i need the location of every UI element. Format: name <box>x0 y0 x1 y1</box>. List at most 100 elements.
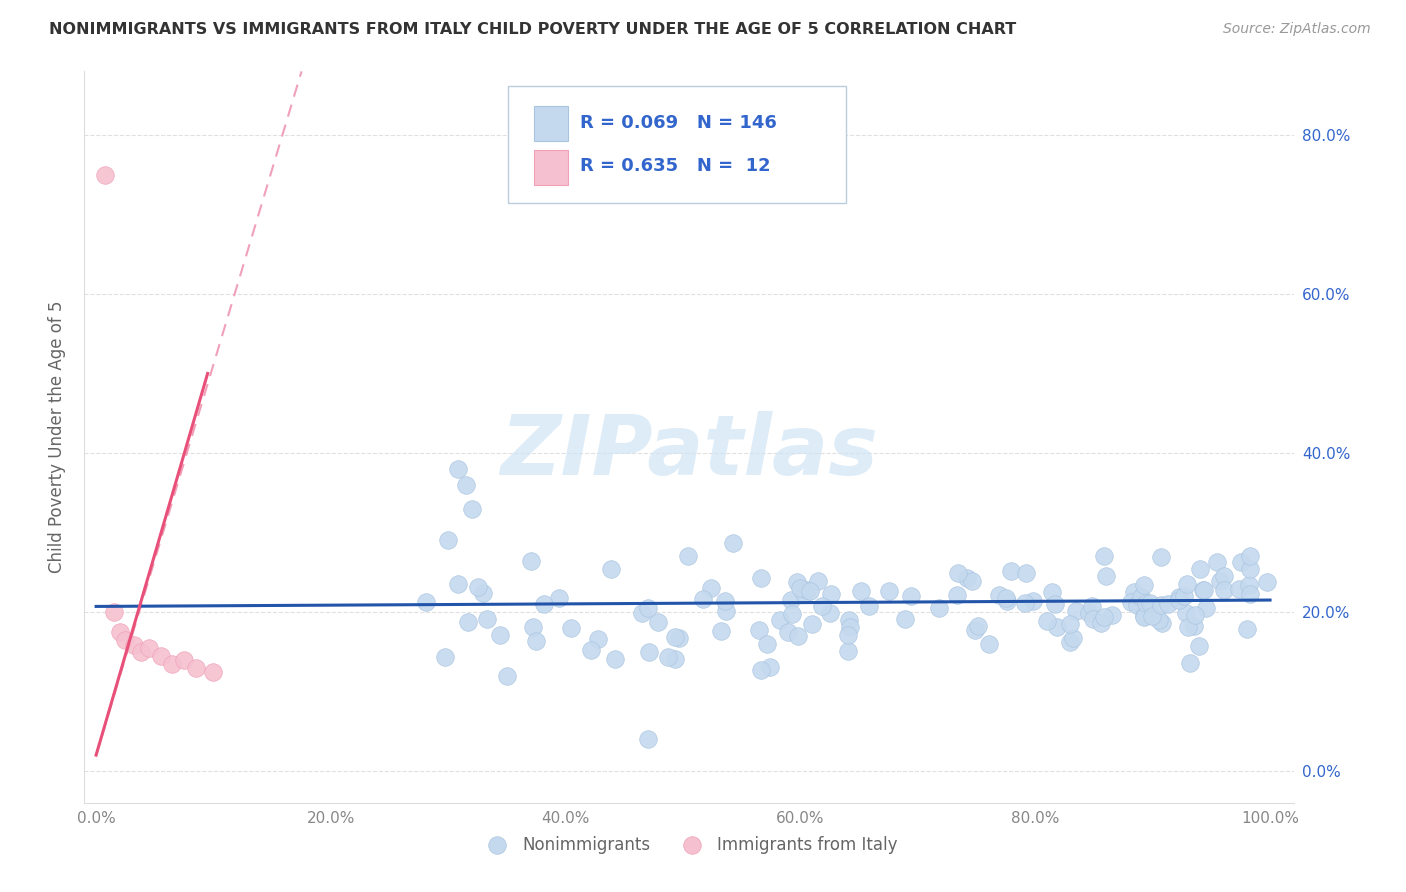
Point <box>1174 606 1197 620</box>
Point <box>1227 582 1250 597</box>
Point <box>1135 596 1157 610</box>
Point <box>162 657 184 671</box>
FancyBboxPatch shape <box>508 86 846 203</box>
Point <box>1237 578 1260 592</box>
Point <box>1150 598 1173 612</box>
Point <box>1133 609 1156 624</box>
Point <box>1059 634 1081 648</box>
Point <box>1157 598 1180 612</box>
Point <box>1125 598 1147 612</box>
Point <box>488 628 510 642</box>
Point <box>786 575 808 590</box>
Point <box>997 594 1019 608</box>
Point <box>1081 611 1104 625</box>
Point <box>748 623 770 637</box>
Point <box>1167 592 1189 607</box>
Point <box>184 660 207 674</box>
Point <box>818 607 841 621</box>
Point <box>894 612 917 626</box>
Point <box>1043 597 1066 611</box>
Point <box>1095 569 1118 583</box>
Point <box>811 599 834 613</box>
Point <box>496 668 519 682</box>
Point <box>657 650 679 665</box>
Point <box>1177 620 1199 634</box>
Point <box>1180 656 1202 670</box>
Point <box>1189 561 1212 575</box>
Point <box>946 588 969 602</box>
Point <box>948 566 970 581</box>
Point <box>447 462 470 476</box>
Point <box>714 594 737 608</box>
Text: NONIMMIGRANTS VS IMMIGRANTS FROM ITALY CHILD POVERTY UNDER THE AGE OF 5 CORRELAT: NONIMMIGRANTS VS IMMIGRANTS FROM ITALY C… <box>49 22 1017 37</box>
Point <box>605 652 627 666</box>
Point <box>769 614 792 628</box>
Point <box>547 591 569 606</box>
Point <box>800 617 823 632</box>
Point <box>956 571 979 585</box>
Point <box>755 637 778 651</box>
Point <box>447 577 470 591</box>
Point <box>433 650 456 665</box>
Point <box>858 599 880 613</box>
Point <box>807 574 830 589</box>
Point <box>1239 561 1261 575</box>
Point <box>1092 610 1115 624</box>
Point <box>467 580 489 594</box>
Point <box>1239 549 1261 563</box>
Point <box>664 630 686 644</box>
Point <box>699 581 721 595</box>
Point <box>668 631 690 645</box>
Point <box>475 612 498 626</box>
Point <box>1150 615 1173 630</box>
Point <box>122 639 145 653</box>
Point <box>1000 564 1022 578</box>
Point <box>533 597 555 611</box>
Point <box>415 595 437 609</box>
Point <box>520 554 543 568</box>
Point <box>723 536 745 550</box>
Point <box>437 533 460 548</box>
Point <box>877 584 900 599</box>
Point <box>114 632 136 647</box>
Point <box>1173 589 1195 603</box>
Point <box>1236 622 1258 636</box>
Point <box>1062 631 1084 645</box>
Point <box>1209 574 1232 588</box>
Point <box>560 622 582 636</box>
Point <box>988 588 1011 602</box>
Point <box>780 607 803 621</box>
Point <box>1139 596 1161 610</box>
Point <box>1150 549 1173 564</box>
Point <box>1133 610 1156 624</box>
Text: R = 0.069   N = 146: R = 0.069 N = 146 <box>581 113 778 131</box>
Point <box>637 732 659 747</box>
Point <box>1015 566 1038 581</box>
Point <box>1175 576 1198 591</box>
Point <box>1014 596 1036 610</box>
Point <box>1230 555 1253 569</box>
Point <box>1064 604 1087 618</box>
Point <box>1212 569 1234 583</box>
Point <box>960 574 983 589</box>
Point <box>796 583 818 598</box>
Point <box>1188 639 1211 653</box>
Point <box>522 620 544 634</box>
Point <box>472 586 495 600</box>
Point <box>837 628 859 642</box>
Point <box>1123 585 1146 599</box>
Text: Source: ZipAtlas.com: Source: ZipAtlas.com <box>1223 22 1371 37</box>
Point <box>963 624 986 638</box>
Text: ZIPatlas: ZIPatlas <box>501 411 877 492</box>
Point <box>928 600 950 615</box>
Point <box>837 644 859 658</box>
Point <box>676 549 699 563</box>
Text: R = 0.635   N =  12: R = 0.635 N = 12 <box>581 158 770 176</box>
Point <box>1206 555 1229 569</box>
Point <box>461 501 484 516</box>
Point <box>1184 618 1206 632</box>
Point <box>1168 590 1191 604</box>
Point <box>1036 615 1059 629</box>
Point <box>789 582 811 596</box>
Point <box>1045 620 1067 634</box>
